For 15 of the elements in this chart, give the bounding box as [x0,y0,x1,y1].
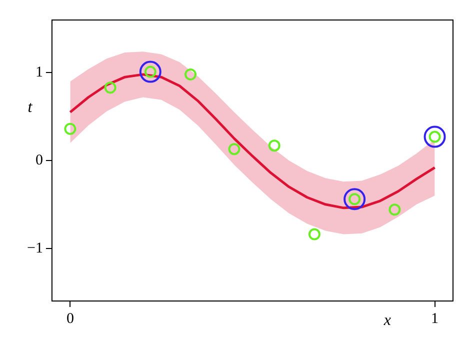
y-axis-title: t [28,99,33,116]
point [228,143,240,156]
point [308,228,320,240]
point [139,60,162,83]
point [344,188,366,210]
y-tick-label: 0 [35,152,43,168]
y-tick-label: −1 [26,240,43,256]
point [268,140,280,152]
point [64,122,76,135]
point [104,82,116,94]
x-axis-title: x [382,312,391,330]
point [424,126,446,148]
y-tick-label: 1 [35,64,43,81]
point [388,204,401,216]
point [184,68,196,80]
